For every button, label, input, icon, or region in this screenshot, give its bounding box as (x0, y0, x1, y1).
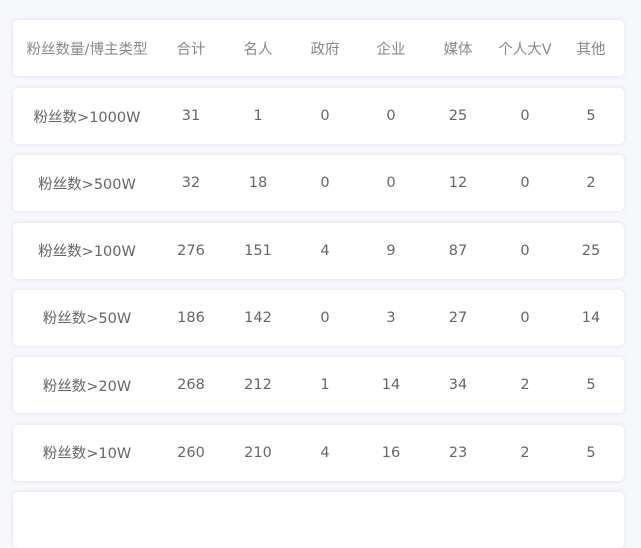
table-header: 粉丝数量/博主类型 合计 名人 政府 企业 媒体 个人大V 其他 (13, 20, 624, 76)
table-cell: 0 (320, 309, 330, 326)
table-cell: 12 (448, 175, 468, 192)
table-row-partial (13, 492, 624, 548)
table-cell: 5 (586, 377, 596, 394)
table-cell: 18 (248, 175, 268, 192)
column-header: 个人大V (498, 41, 552, 58)
table-cell: 14 (581, 309, 601, 326)
table-row: 粉丝数>100W 276 151 4 9 87 0 25 (13, 222, 624, 279)
table-cell: 粉丝数>10W (42, 446, 132, 462)
column-header: 媒体 (443, 41, 473, 58)
table-row: 粉丝数>500W 32 18 0 0 12 0 2 (13, 155, 624, 212)
table-cell: 260 (177, 444, 205, 461)
column-header: 名人 (243, 41, 273, 58)
table-row: 粉丝数>10W 260 210 4 16 23 2 5 (13, 424, 624, 481)
table-cell: 212 (244, 377, 272, 394)
table-cell: 4 (320, 242, 330, 259)
table-cell: 210 (244, 444, 272, 461)
table-cell: 268 (177, 377, 205, 394)
column-header: 合计 (176, 41, 206, 58)
table-cell: 2 (586, 175, 596, 192)
table-cell: 粉丝数>50W (42, 311, 132, 328)
column-header: 企业 (376, 41, 406, 58)
table-cell: 0 (520, 309, 530, 326)
column-header: 政府 (310, 41, 340, 58)
table-cell: 0 (320, 175, 330, 192)
table-row: 粉丝数>50W 186 142 0 3 27 0 14 (13, 289, 624, 346)
column-header: 其他 (576, 41, 606, 58)
table-cell: 3 (386, 309, 396, 326)
table-cell: 27 (448, 309, 468, 326)
table-cell: 142 (244, 309, 272, 326)
table-cell: 0 (520, 108, 530, 124)
table-cell: 25 (448, 108, 468, 124)
table-cell: 23 (448, 444, 468, 461)
table-cell: 0 (386, 108, 396, 124)
table-cell: 0 (320, 108, 330, 124)
table-cell: 14 (381, 377, 401, 394)
table-cell: 1 (253, 108, 263, 124)
table-cell: 粉丝数>100W (38, 244, 136, 261)
table-cell: 0 (520, 175, 530, 192)
table-cell: 0 (520, 242, 530, 259)
table-cell: 151 (244, 242, 272, 259)
table-cell: 0 (386, 175, 396, 192)
table-cell: 粉丝数>20W (42, 378, 132, 395)
column-header: 粉丝数量/博主类型 (26, 41, 148, 58)
table-cell: 16 (381, 444, 401, 461)
table-cell: 4 (320, 444, 330, 461)
table-cell: 5 (586, 108, 596, 124)
table-cell: 25 (581, 242, 601, 259)
table-cell: 87 (448, 242, 468, 259)
table-cell: 186 (177, 309, 205, 326)
table-cell: 5 (586, 444, 596, 461)
table-cell: 32 (181, 175, 201, 192)
table-row: 粉丝数>1000W 31 1 0 0 25 0 5 (13, 88, 624, 144)
table-cell: 34 (448, 377, 468, 394)
table-cell: 1 (320, 377, 330, 394)
table-row: 粉丝数>20W 268 212 1 14 34 2 5 (13, 357, 624, 414)
table-cell: 31 (181, 108, 201, 124)
table-cell: 9 (386, 242, 396, 259)
table-cell: 2 (520, 377, 530, 394)
table-cell: 粉丝数>1000W (33, 109, 141, 126)
table-cell: 2 (520, 444, 530, 461)
table-cell: 276 (177, 242, 205, 259)
table-cell: 粉丝数>500W (38, 176, 136, 193)
